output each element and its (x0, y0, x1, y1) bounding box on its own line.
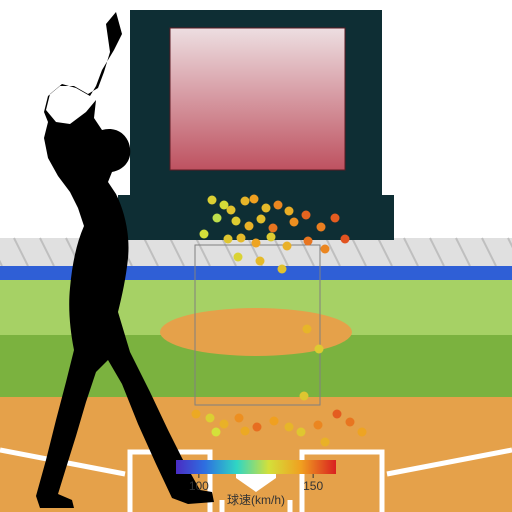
pitch-point (256, 257, 265, 266)
pitch-point (232, 217, 241, 226)
pitch-point (262, 204, 271, 213)
pitch-point (269, 224, 278, 233)
pitch-point (300, 392, 309, 401)
pitch-point (200, 230, 209, 239)
pitch-point (302, 211, 311, 220)
pitch-point (333, 410, 342, 419)
pitch-point (253, 423, 262, 432)
pitch-point (315, 345, 324, 354)
pitch-point (341, 235, 350, 244)
pitch-point (245, 222, 254, 231)
pitch-point (212, 428, 221, 437)
pitch-point (237, 234, 246, 243)
pitch-point (321, 245, 330, 254)
pitch-point (317, 223, 326, 232)
pitch-location-chart: 100 150 球速(km/h) (0, 0, 512, 512)
pitch-point (270, 417, 279, 426)
pitch-point (234, 253, 243, 262)
pitch-point (285, 207, 294, 216)
pitch-point (278, 265, 287, 274)
pitch-point (257, 215, 266, 224)
pitch-point (331, 214, 340, 223)
pitch-point (213, 214, 222, 223)
legend-tick-150: 150 (303, 479, 323, 493)
pitch-point (235, 414, 244, 423)
pitch-point (274, 201, 283, 210)
pitch-point (227, 206, 236, 215)
pitch-point (224, 235, 233, 244)
pitch-point (267, 233, 276, 242)
pitch-point (250, 195, 259, 204)
pitch-point (192, 410, 201, 419)
pitch-point (304, 237, 313, 246)
pitch-point (252, 239, 261, 248)
pitch-point (346, 418, 355, 427)
pitch-point (283, 242, 292, 251)
pitch-point (297, 428, 306, 437)
pitch-point (290, 218, 299, 227)
legend-axis-label: 球速(km/h) (227, 493, 285, 507)
pitch-point (206, 414, 215, 423)
pitch-point (241, 197, 250, 206)
legend-tick-100: 100 (189, 479, 209, 493)
pitch-point (241, 427, 250, 436)
pitch-point (358, 428, 367, 437)
chart-svg: 100 150 球速(km/h) (0, 0, 512, 512)
pitch-point (220, 420, 229, 429)
pitch-point (321, 438, 330, 447)
pitch-point (314, 421, 323, 430)
pitch-point (208, 196, 217, 205)
pitch-point (303, 325, 312, 334)
pitch-point (285, 423, 294, 432)
